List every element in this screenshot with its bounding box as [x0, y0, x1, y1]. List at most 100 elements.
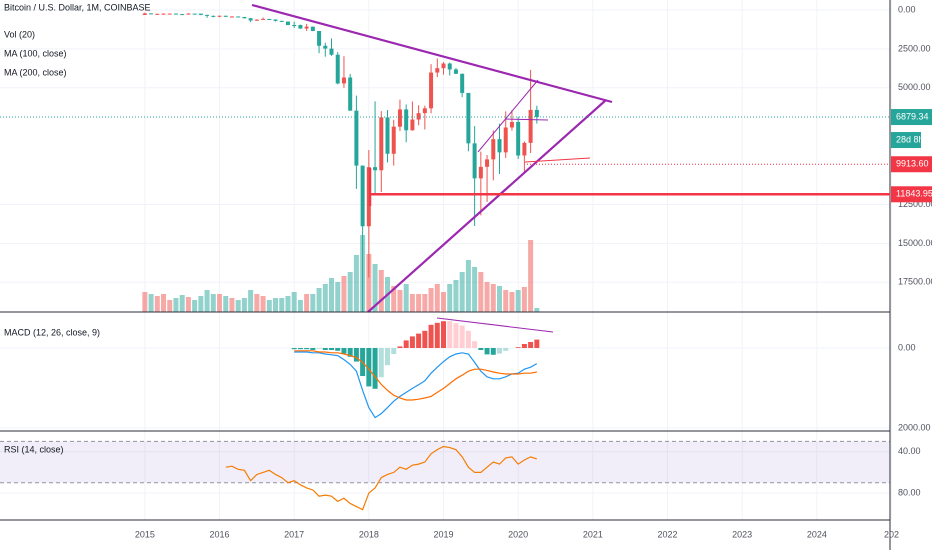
volume-bar [329, 278, 335, 312]
volume-bar [441, 292, 447, 312]
candle-body [236, 16, 241, 18]
candle-body [317, 30, 322, 46]
volume-bar [521, 287, 527, 312]
x-tick-label: 2016 [209, 529, 229, 539]
candle-body [397, 109, 402, 127]
price-label: 6879.34 [896, 111, 929, 121]
candle-body [522, 142, 527, 156]
candle-body [491, 139, 496, 160]
candle-body [379, 117, 384, 171]
volume-bar [465, 260, 471, 312]
candle-body [217, 15, 222, 17]
price-label-box [891, 186, 932, 203]
macd-histogram-bar [366, 348, 372, 387]
price-label: 11843.95 [896, 189, 932, 199]
volume-bar [260, 296, 266, 312]
rsi-legend: RSI (14, close) [4, 444, 64, 454]
macd-histogram-bar [316, 348, 322, 349]
candle-body [373, 167, 378, 171]
volume-bar [316, 288, 322, 312]
macd-histogram-bar [453, 323, 459, 348]
candle-body [422, 108, 427, 114]
volume-bar [453, 280, 459, 312]
candle-body [186, 13, 191, 15]
candle-body [385, 117, 390, 154]
candle-body [254, 19, 259, 21]
macd-histogram-bar [347, 348, 353, 357]
trend-line [436, 317, 554, 333]
candle-body [205, 14, 210, 16]
volume-bar [273, 298, 279, 312]
volume-bar [341, 276, 347, 312]
y-tick-label: 40.00 [898, 446, 921, 456]
candle-body [534, 109, 539, 118]
volume-bar [266, 300, 272, 312]
macd-histogram-bar [459, 325, 465, 348]
volume-bar [528, 240, 534, 312]
y-tick-label: 0.00 [898, 4, 916, 14]
macd-histogram-bar [335, 348, 341, 351]
candle-body [198, 13, 203, 15]
y-tick-label: 2000.00 [898, 422, 931, 432]
volume-bar [297, 300, 303, 312]
price-label-box [891, 109, 932, 126]
candle-body [323, 45, 328, 49]
volume-bar [142, 292, 148, 312]
trend-line [251, 3, 613, 104]
macd-histogram-bar [503, 348, 509, 351]
trend-line [367, 99, 607, 312]
macd-histogram-bar [372, 348, 378, 389]
volume-bar [490, 284, 496, 312]
rsi-band [0, 441, 890, 483]
candle-body [478, 166, 483, 179]
volume-bar [478, 272, 484, 312]
price-label: 9913.60 [896, 159, 929, 169]
volume-bar [409, 294, 415, 312]
y-tick-label: 2500.00 [898, 43, 931, 53]
volume-bar [173, 298, 179, 312]
macd-histogram-bar [310, 348, 316, 350]
candle-body [192, 13, 197, 15]
macd-histogram-bar [341, 348, 347, 354]
macd-histogram-bar [304, 348, 310, 350]
volume-bar [503, 290, 509, 312]
volume-bar [210, 294, 216, 312]
candle-body [180, 14, 185, 16]
candle-body [292, 25, 297, 27]
candle-body [447, 63, 452, 70]
y-tick-label: 17500.00 [898, 277, 932, 287]
volume-bar [161, 294, 167, 312]
candle-body [273, 19, 278, 21]
volume-bar [397, 290, 403, 312]
macd-histogram-bar [409, 336, 415, 348]
candle-body [435, 68, 440, 73]
macd-histogram-bar [472, 341, 478, 348]
candle-body [354, 110, 359, 166]
macd-pane [291, 321, 540, 419]
candle-body [173, 13, 178, 15]
candle-body [441, 63, 446, 69]
legend-indicator: MA (200, close) [4, 67, 67, 77]
candle-body [248, 18, 253, 21]
macd-histogram-bar [397, 346, 403, 348]
volume-bar [310, 294, 316, 312]
volume-bar [235, 300, 241, 312]
macd-histogram-bar [447, 321, 453, 348]
volume-bar [229, 298, 235, 312]
volume-bar [204, 290, 210, 312]
price-label-box [891, 156, 932, 173]
candle-body [167, 13, 172, 15]
x-tick-label: 202 [884, 529, 899, 539]
volume-bar [484, 282, 490, 312]
macd-line [294, 351, 538, 419]
candle-body [149, 13, 154, 15]
x-tick-label: 2015 [135, 529, 155, 539]
volume-bar [179, 295, 185, 312]
volume-bar [366, 254, 372, 312]
macd-histogram-bar [329, 348, 335, 350]
volume-bar [154, 296, 160, 312]
candle-body [298, 25, 303, 29]
candle-body [261, 18, 266, 20]
candle-body [304, 26, 309, 29]
